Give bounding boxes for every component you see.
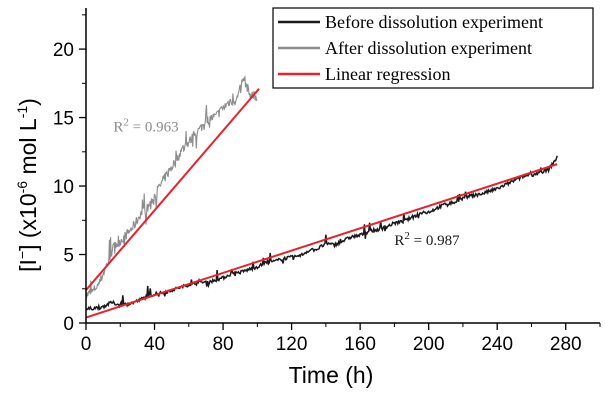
y-title-exp2: -1: [14, 106, 30, 119]
y-title-close: ] (x10: [15, 193, 41, 251]
y-title-tail: mol L: [15, 118, 41, 181]
y-tick-label: 5: [63, 246, 74, 267]
legend-box: [272, 7, 594, 89]
series-after-line: [85, 75, 258, 301]
after-series-layer: [85, 75, 258, 301]
y-title-minus: −: [14, 251, 30, 259]
x-tick-label: 200: [413, 334, 445, 355]
y-tick-label: 0: [63, 314, 74, 335]
tick-labels: 0 40 80 120 160 200 240 280 0 5 10 15 20: [53, 40, 582, 355]
legend-label-regression: Linear regression: [325, 64, 450, 84]
regression-line-before: [85, 163, 558, 319]
r-squared-label-after: R2 = 0.963: [113, 116, 178, 135]
series-before-line: [85, 155, 558, 312]
annotations: R2 = 0.963 R2 = 0.987: [113, 116, 460, 249]
regression-line-after: [85, 88, 260, 291]
x-tick-label: 80: [212, 334, 233, 355]
x-tick-label: 240: [481, 334, 513, 355]
y-tick-label: 20: [53, 40, 74, 61]
y-tick-label: 10: [53, 177, 74, 198]
y-title-exp: -6: [14, 181, 30, 194]
x-tick-label: 40: [144, 334, 165, 355]
before-series-layer: [85, 155, 558, 312]
legend-label-after: After dissolution experiment: [325, 38, 532, 58]
legend-label-before: Before dissolution experiment: [325, 12, 543, 32]
r-squared-label-before: R2 = 0.987: [394, 230, 460, 249]
x-tick-label: 0: [81, 334, 92, 355]
y-title-end: ): [15, 98, 41, 106]
y-title-main: [I: [15, 259, 41, 272]
axes: [79, 8, 601, 330]
y-axis-title: [I−] (x10-6 mol L-1): [14, 98, 41, 272]
legend: Before dissolution experiment After diss…: [272, 7, 594, 89]
x-tick-label: 160: [344, 334, 376, 355]
x-axis-title: Time (h): [289, 362, 374, 388]
regression-layer: [85, 88, 558, 319]
y-tick-label: 15: [53, 109, 74, 130]
x-tick-label: 280: [550, 334, 582, 355]
x-tick-label: 120: [276, 334, 308, 355]
svg-text:[I−] (x10-6 mol L-1): [I−] (x10-6 mol L-1): [14, 98, 41, 272]
